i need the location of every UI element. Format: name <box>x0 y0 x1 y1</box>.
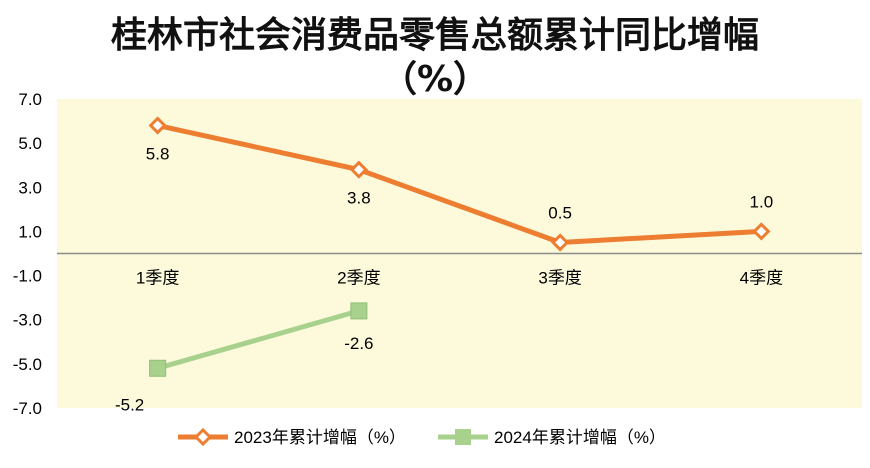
data-label: -5.2 <box>115 395 144 414</box>
category-label: 3季度 <box>538 269 581 288</box>
series-1: 5.8 3.8 0.5 1.0 <box>146 116 774 252</box>
series-2: -5.2 -2.6 <box>115 302 374 414</box>
data-label: -2.6 <box>344 334 373 353</box>
y-tick-label: -3.0 <box>13 311 42 330</box>
chart-title-line-1: 桂林市社会消费品零售总额累计同比增幅 <box>111 15 759 56</box>
category-label: 4季度 <box>740 269 783 288</box>
y-tick-label: -5.0 <box>13 355 42 374</box>
data-label: 0.5 <box>548 203 572 222</box>
data-point-marker <box>349 160 368 179</box>
y-tick-label: 7.0 <box>18 90 42 109</box>
y-tick-label: 1.0 <box>18 222 42 241</box>
series-line <box>155 308 362 371</box>
series-layer: 5.8 3.8 0.5 1.0 -5.2 -2.6 <box>115 116 774 414</box>
data-point-marker <box>350 302 368 320</box>
legend-label: 2024年累计增幅（%） <box>494 428 666 447</box>
y-axis-ticks: 7.0 5.0 3.0 1.0 -1.0 -3.0 -5.0 -7.0 <box>13 90 42 418</box>
legend-marker <box>193 427 213 447</box>
data-point-marker <box>752 222 771 241</box>
category-labels: 1季度 2季度 3季度 4季度 <box>136 269 783 288</box>
data-point-marker <box>148 116 167 135</box>
data-point-marker <box>149 359 167 377</box>
category-label: 1季度 <box>136 269 179 288</box>
data-label: 1.0 <box>750 192 774 211</box>
series-line <box>155 122 764 245</box>
y-tick-label: 5.0 <box>18 134 42 153</box>
y-tick-label: -1.0 <box>13 267 42 286</box>
legend-label: 2023年累计增幅（%） <box>234 428 406 447</box>
legend: 2023年累计增幅（%） 2024年累计增幅（%） <box>178 427 666 447</box>
legend-marker <box>455 429 471 445</box>
y-tick-label: 3.0 <box>18 178 42 197</box>
data-point-marker <box>551 233 570 252</box>
category-label: 2季度 <box>337 269 380 288</box>
y-tick-label: -7.0 <box>13 399 42 418</box>
legend-item: 2024年累计增幅（%） <box>438 428 666 447</box>
data-label: 5.8 <box>146 144 170 163</box>
chart-title-line-2: （%） <box>381 59 489 100</box>
legend-item: 2023年累计增幅（%） <box>178 427 406 447</box>
data-label: 3.8 <box>347 189 371 208</box>
chart-title: 桂林市社会消费品零售总额累计同比增幅 （%） <box>111 15 759 100</box>
